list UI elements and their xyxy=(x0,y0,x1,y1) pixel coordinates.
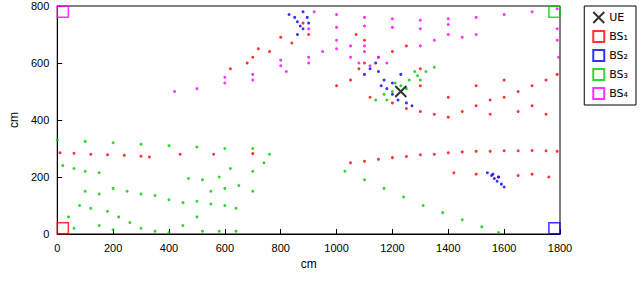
svg-text:800: 800 xyxy=(272,242,290,254)
svg-text:1600: 1600 xyxy=(492,242,516,254)
svg-text:800: 800 xyxy=(31,0,49,12)
svg-text:1200: 1200 xyxy=(380,242,404,254)
svg-text:BS₁: BS₁ xyxy=(609,30,628,43)
svg-text:600: 600 xyxy=(216,242,234,254)
svg-text:BS₃: BS₃ xyxy=(609,68,628,81)
svg-text:cm: cm xyxy=(7,112,21,128)
svg-text:1000: 1000 xyxy=(324,242,348,254)
svg-text:BS₂: BS₂ xyxy=(609,49,628,62)
svg-text:400: 400 xyxy=(160,242,178,254)
svg-text:0: 0 xyxy=(54,242,60,254)
svg-text:1400: 1400 xyxy=(436,242,460,254)
svg-text:UE: UE xyxy=(609,11,624,24)
svg-text:400: 400 xyxy=(31,114,49,126)
svg-text:cm: cm xyxy=(301,257,317,271)
svg-text:1800: 1800 xyxy=(548,242,572,254)
svg-text:0: 0 xyxy=(43,228,49,240)
svg-text:200: 200 xyxy=(104,242,122,254)
svg-text:200: 200 xyxy=(31,171,49,183)
svg-text:600: 600 xyxy=(31,57,49,69)
svg-text:BS₄: BS₄ xyxy=(609,87,628,100)
